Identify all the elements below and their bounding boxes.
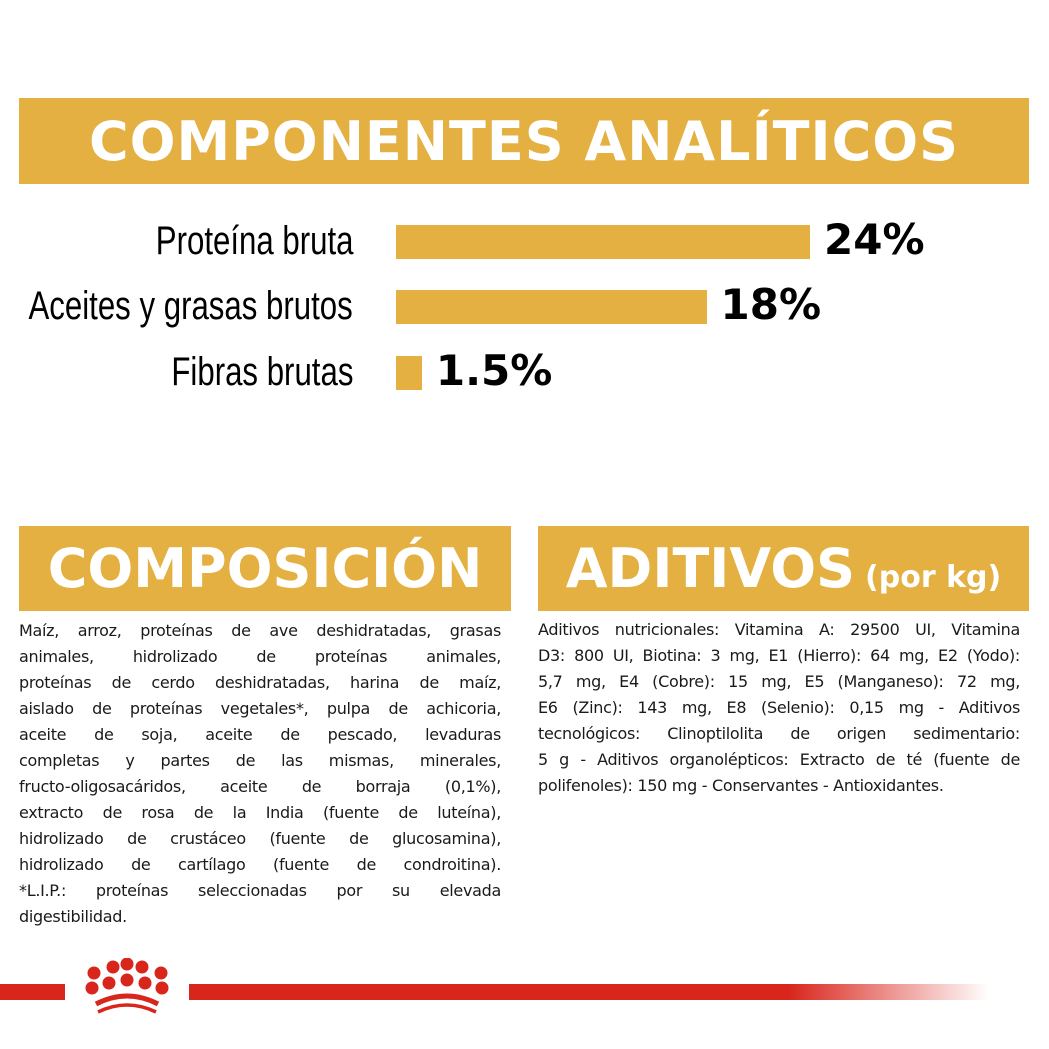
composition-text: Maíz, arroz, proteínas de ave deshidrata… [19, 618, 501, 930]
text-line: aceite de soja, aceite de pescado, levad… [19, 725, 501, 744]
text-line: extracto de rosa de la India (fuente de … [19, 803, 501, 822]
composition-title: COMPOSICIÓN [47, 537, 483, 600]
royal-canin-crown-icon [85, 958, 169, 1014]
brand-stripe-left [0, 984, 65, 1000]
additives-text: Aditivos nutricionales: Vitamina A: 2950… [538, 617, 1020, 799]
text-line: completas y partes de las mismas, minera… [19, 751, 501, 770]
additives-title: ADITIVOS [565, 537, 856, 600]
analytical-components-title: COMPONENTES ANALÍTICOS [88, 109, 960, 173]
bar-value-label: 18% [720, 280, 822, 329]
text-line: tecnológicos: Clinoptilolita de origen s… [538, 724, 1020, 743]
additives-subtitle: (por kg) [865, 560, 1002, 595]
bar-label: Fibras brutas [170, 350, 353, 394]
bar-label: Aceites y grasas brutos [28, 284, 353, 328]
text-line: *L.I.P.: proteínas seleccionadas por su … [19, 881, 501, 900]
text-line: 5,7 mg, E4 (Cobre): 15 mg, E5 (Manganeso… [538, 672, 1020, 691]
bar-label: Proteína bruta [155, 219, 353, 263]
text-line: fructo-oligosacáridos, aceite de borraja… [19, 777, 501, 796]
text-line: Aditivos nutricionales: Vitamina A: 2950… [538, 620, 1020, 639]
text-line: aislado de proteínas vegetales*, pulpa d… [19, 699, 501, 718]
text-line: E6 (Zinc): 143 mg, E8 (Selenio): 0,15 mg… [538, 698, 1020, 717]
brand-stripe-right [189, 984, 989, 1000]
composition-banner: COMPOSICIÓN [19, 526, 511, 611]
analytical-components-banner: COMPONENTES ANALÍTICOS [19, 98, 1029, 184]
text-line: digestibilidad. [19, 907, 127, 926]
bar [396, 356, 422, 390]
bar-value-label: 24% [824, 215, 925, 264]
text-line: hidrolizado de crustáceo (fuente de gluc… [19, 829, 501, 848]
text-line: 5 g - Aditivos organolépticos: Extracto … [538, 750, 1020, 769]
text-line: proteínas de cerdo deshidratadas, harina… [19, 673, 501, 692]
text-line: D3: 800 UI, Biotina: 3 mg, E1 (Hierro): … [538, 646, 1020, 665]
bar-value-label: 1.5% [435, 346, 553, 395]
bar [396, 225, 810, 259]
bar [396, 290, 707, 324]
text-line: Maíz, arroz, proteínas de ave deshidrata… [19, 621, 501, 640]
text-line: hidrolizado de cartílago (fuente de cond… [19, 855, 501, 874]
additives-banner: ADITIVOS (por kg) [538, 526, 1029, 611]
text-line: polifenoles): 150 mg - Conservantes - An… [538, 776, 944, 795]
text-line: animales, hidrolizado de proteínas anima… [19, 647, 501, 666]
